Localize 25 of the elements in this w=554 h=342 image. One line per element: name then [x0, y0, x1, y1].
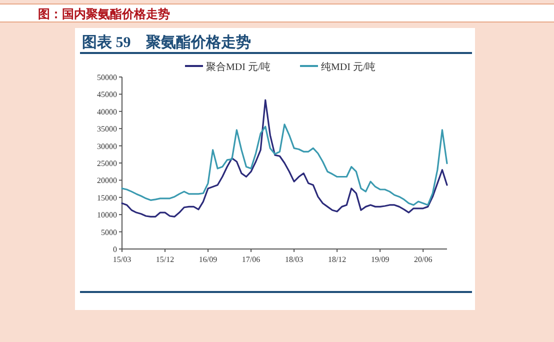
- x-tick-label: 15/03: [112, 255, 132, 264]
- x-tick-label: 19/09: [370, 255, 390, 264]
- y-tick-label: 35000: [97, 124, 117, 134]
- y-tick-label: 45000: [97, 90, 117, 100]
- legend-label: 聚合MDI 元/吨: [206, 61, 271, 73]
- y-tick-label: 15000: [97, 193, 117, 202]
- legend-label: 纯MDI 元/吨: [321, 61, 376, 73]
- y-tick-label: 0: [113, 245, 117, 254]
- y-tick-label: 25000: [97, 159, 117, 168]
- x-tick-label: 17/06: [242, 255, 260, 264]
- x-tick-label: 16/09: [198, 255, 218, 264]
- y-tick-label: 20000: [97, 176, 117, 186]
- x-tick-label: 15/12: [156, 255, 174, 264]
- x-tick-label: 20/06: [414, 255, 432, 264]
- y-tick-label: 10000: [97, 210, 117, 220]
- chart-title: 图：国内聚氨酯价格走势: [38, 7, 170, 21]
- y-tick-label: 30000: [97, 142, 117, 151]
- x-tick-label: 18/12: [328, 255, 346, 264]
- chart-subtitle: 图表 59 聚氨酯价格走势: [82, 34, 251, 51]
- y-tick-label: 50000: [97, 73, 117, 82]
- y-tick-label: 40000: [97, 107, 117, 116]
- x-tick-label: 18/03: [284, 255, 304, 264]
- line-series: [121, 124, 448, 206]
- line-series: [121, 99, 448, 218]
- y-tick-label: 5000: [101, 228, 117, 237]
